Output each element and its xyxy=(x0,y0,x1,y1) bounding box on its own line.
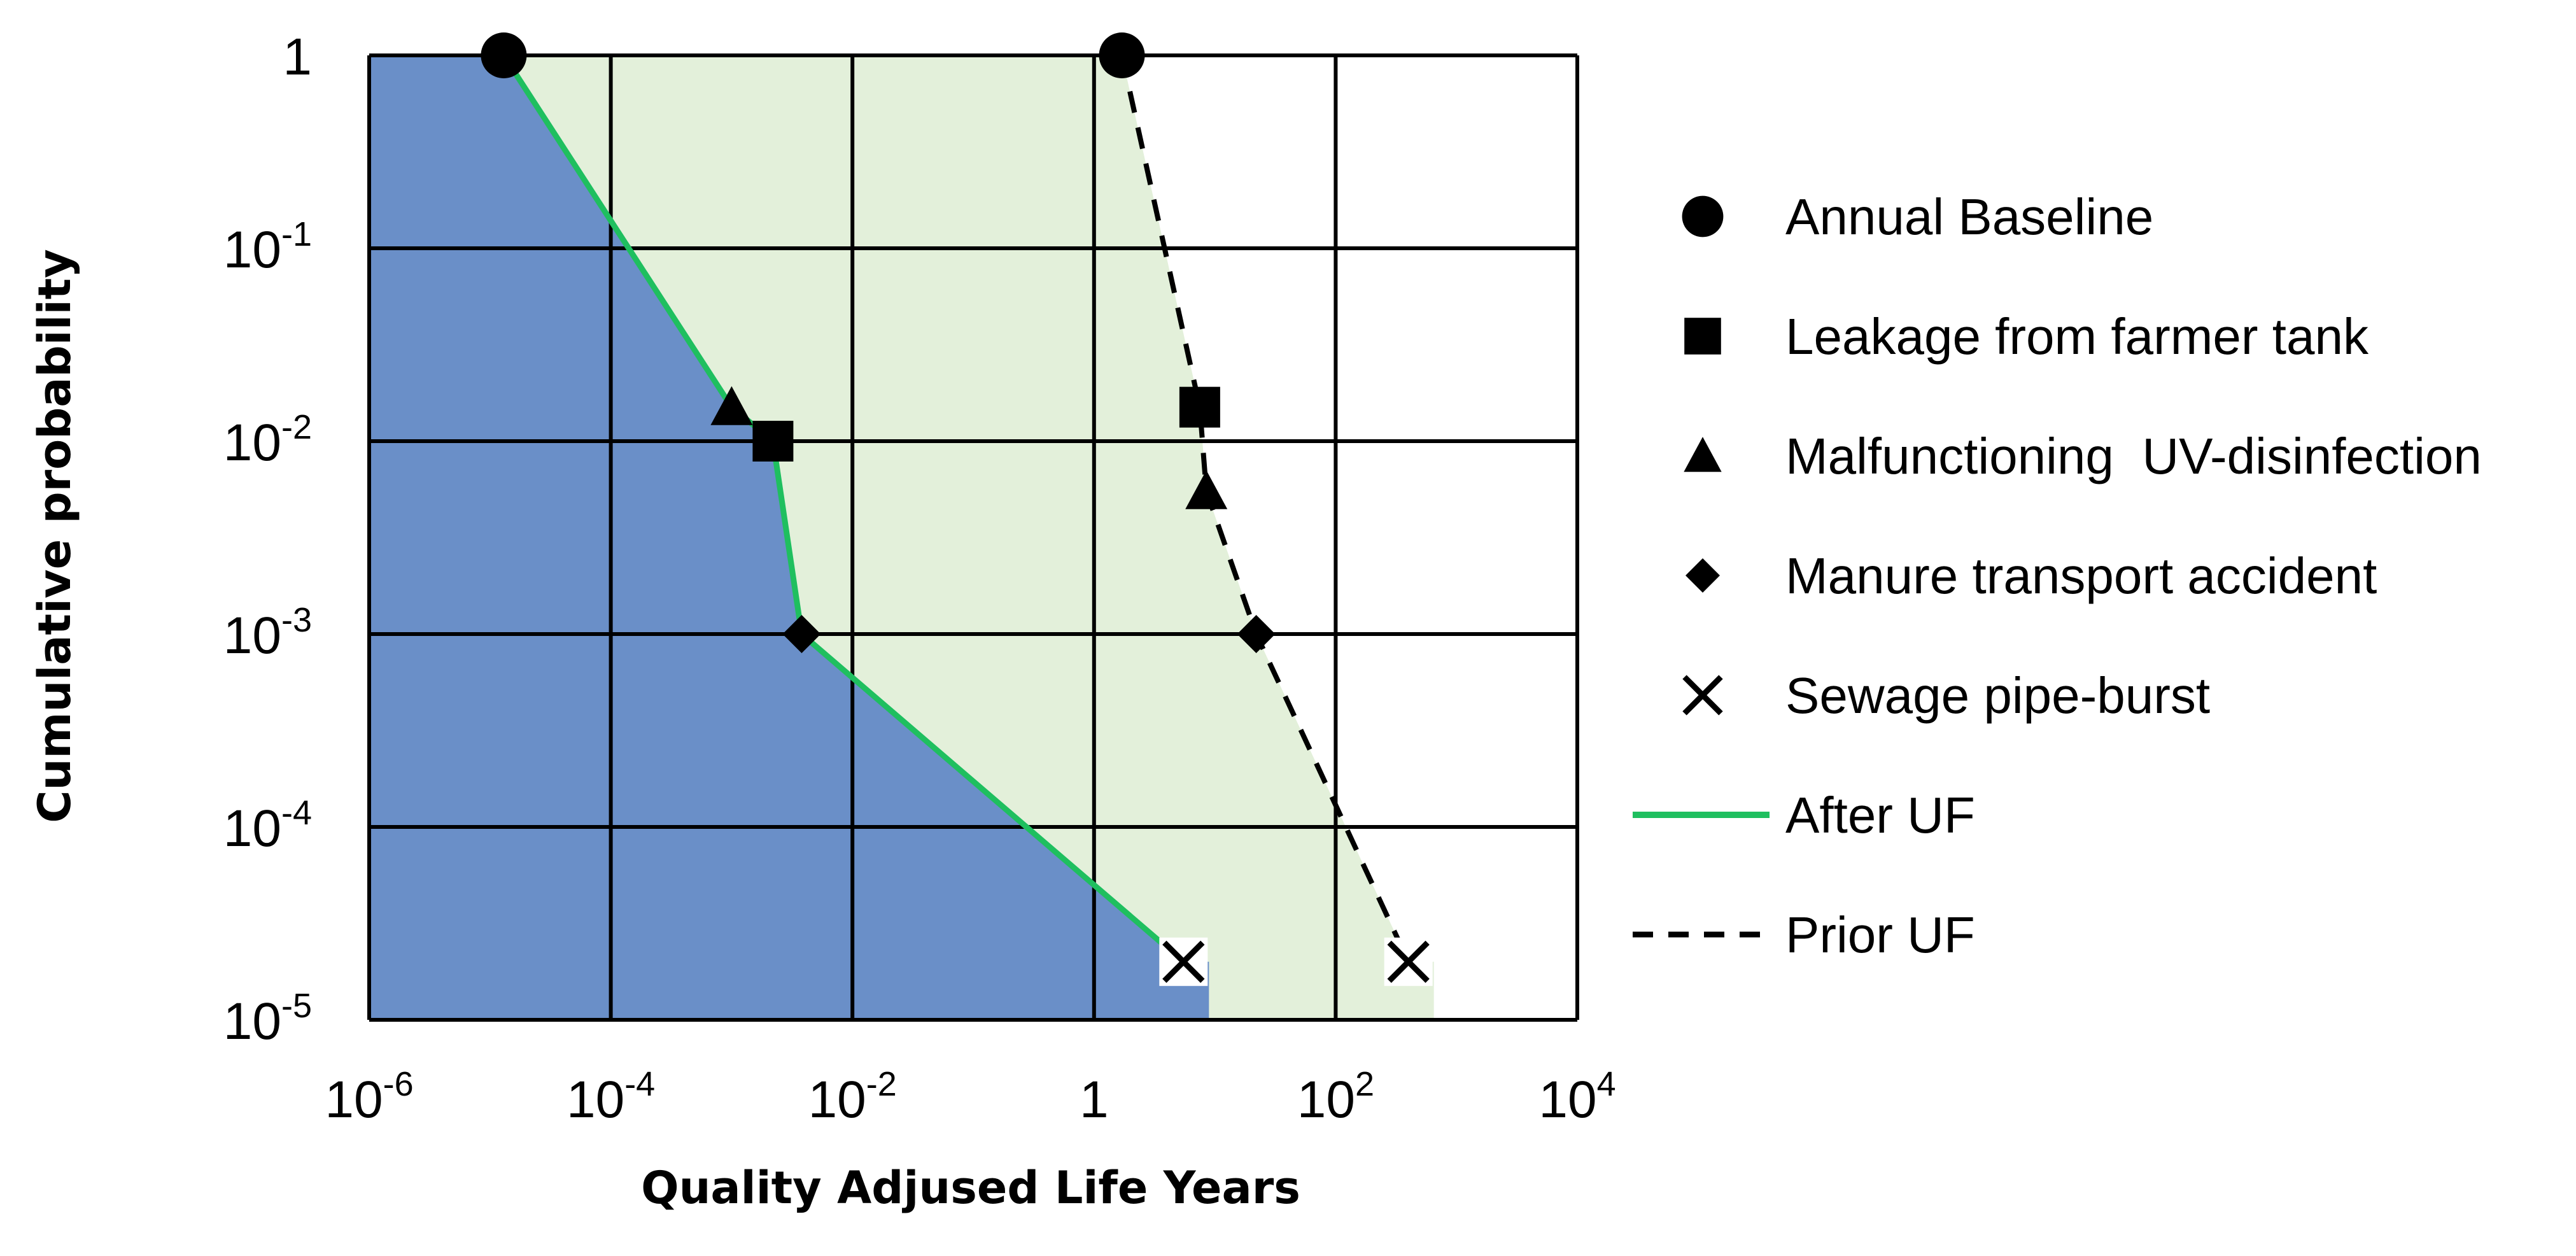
legend-label: Annual Baseline xyxy=(1785,188,2153,245)
x-axis-label: Quality Adjused Life Years xyxy=(641,1162,1300,1214)
x-tick-label: 102 xyxy=(1297,1065,1374,1129)
legend-item: Leakage from farmer tank xyxy=(1684,308,2369,365)
legend-item: Malfunctioning UV-disinfection xyxy=(1684,428,2482,484)
y-tick-label: 10-2 xyxy=(223,408,312,472)
legend: Annual Baseline Leakage from farmer tank M… xyxy=(1633,188,2482,963)
legend-symbol-cross xyxy=(1679,672,1726,719)
area-fills xyxy=(369,55,1434,1020)
legend-item: Prior UF xyxy=(1633,907,1975,963)
data-point-triangle xyxy=(710,386,753,425)
y-tick-label: 10-4 xyxy=(223,794,312,857)
legend-label: Malfunctioning UV-disinfection xyxy=(1785,428,2482,484)
y-axis-ticks: 1 10-1 10-2 10-3 10-4 10-5 xyxy=(223,28,312,1050)
data-point-circle xyxy=(481,32,527,78)
legend-symbol-diamond xyxy=(1686,558,1720,593)
legend-label: Prior UF xyxy=(1785,907,1975,963)
y-axis-label: Cumulative probability xyxy=(29,249,81,822)
legend-label: Manure transport accident xyxy=(1785,547,2377,604)
legend-symbol-circle xyxy=(1682,195,1724,237)
cross-marker-lines xyxy=(1387,940,1430,983)
legend-symbol-triangle xyxy=(1684,437,1722,472)
data-point-square xyxy=(752,421,794,462)
legend-item: Annual Baseline xyxy=(1682,188,2153,245)
y-tick-label: 10-3 xyxy=(223,601,312,665)
x-tick-label: 10-4 xyxy=(567,1065,655,1129)
area-fill-after-uf xyxy=(369,55,1209,1020)
data-point-cross xyxy=(1159,937,1208,986)
data-point-diamond xyxy=(782,615,821,653)
y-tick-label: 10-5 xyxy=(223,987,312,1050)
x-tick-label: 104 xyxy=(1538,1065,1615,1129)
data-point-circle xyxy=(1099,32,1145,78)
y-tick-label: 10-1 xyxy=(223,215,312,279)
y-tick-label: 1 xyxy=(283,28,312,86)
x-tick-label: 10-6 xyxy=(325,1065,413,1129)
x-tick-label: 10-2 xyxy=(808,1065,897,1129)
legend-item: Manure transport accident xyxy=(1686,547,2377,604)
legend-item: Sewage pipe-burst xyxy=(1679,667,2210,724)
x-axis-ticks: 10-6 10-4 10-2 1 102 104 xyxy=(325,1065,1615,1129)
legend-label: Sewage pipe-burst xyxy=(1785,667,2210,724)
legend-label: Leakage from farmer tank xyxy=(1785,308,2369,365)
cross-marker-lines xyxy=(1682,675,1723,716)
x-tick-label: 1 xyxy=(1080,1071,1109,1129)
legend-label: After UF xyxy=(1785,787,1975,843)
legend-symbol-square xyxy=(1684,318,1721,355)
data-point-diamond xyxy=(1237,615,1276,653)
legend-item: After UF xyxy=(1633,787,1975,843)
data-point-cross xyxy=(1384,937,1433,986)
grid-lines xyxy=(367,53,1579,1022)
data-markers xyxy=(481,32,1433,986)
cross-marker-lines xyxy=(1162,940,1205,983)
data-point-square xyxy=(1179,386,1220,428)
data-point-triangle xyxy=(1185,470,1228,509)
